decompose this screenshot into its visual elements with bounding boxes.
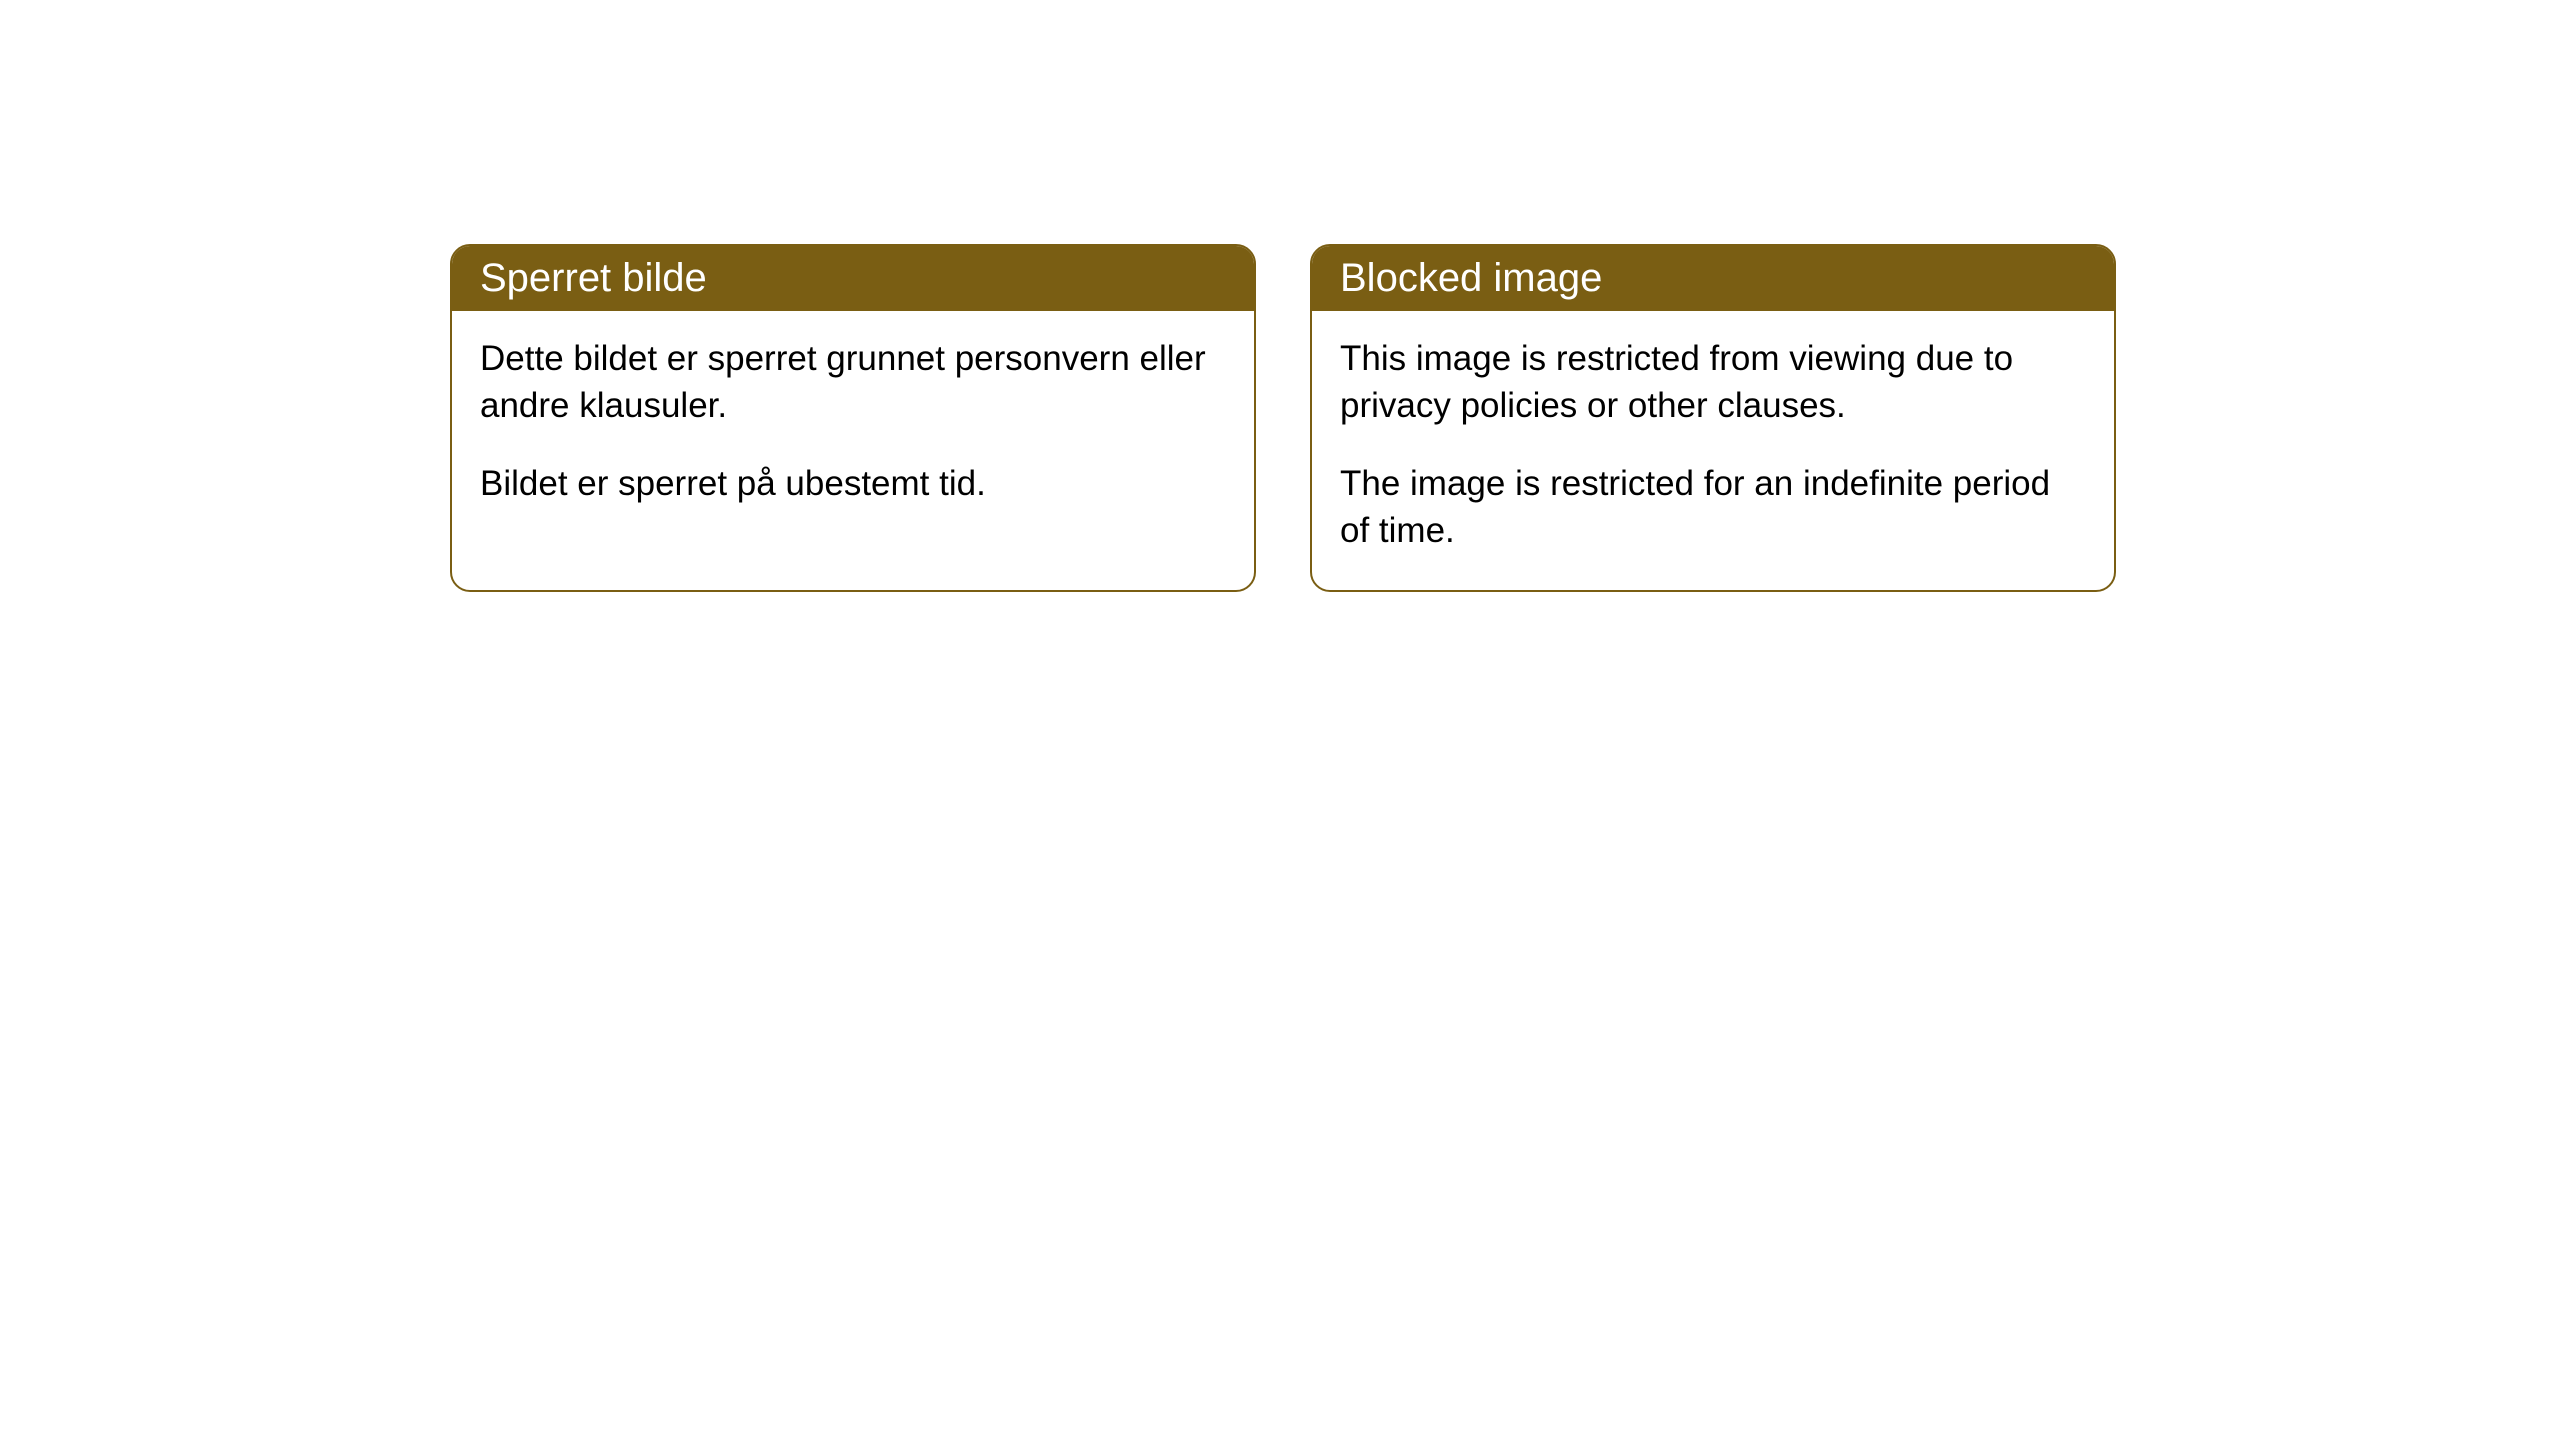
blocked-image-card-norwegian: Sperret bilde Dette bildet er sperret gr… — [450, 244, 1256, 592]
notice-cards-container: Sperret bilde Dette bildet er sperret gr… — [450, 244, 2116, 592]
card-paragraph: Bildet er sperret på ubestemt tid. — [480, 460, 1226, 507]
card-header: Sperret bilde — [452, 246, 1254, 311]
card-paragraph: This image is restricted from viewing du… — [1340, 335, 2086, 430]
card-paragraph: Dette bildet er sperret grunnet personve… — [480, 335, 1226, 430]
card-title: Blocked image — [1340, 256, 1602, 300]
blocked-image-card-english: Blocked image This image is restricted f… — [1310, 244, 2116, 592]
card-title: Sperret bilde — [480, 256, 707, 300]
card-header: Blocked image — [1312, 246, 2114, 311]
card-body: This image is restricted from viewing du… — [1312, 311, 2114, 590]
card-paragraph: The image is restricted for an indefinit… — [1340, 460, 2086, 555]
card-body: Dette bildet er sperret grunnet personve… — [452, 311, 1254, 543]
